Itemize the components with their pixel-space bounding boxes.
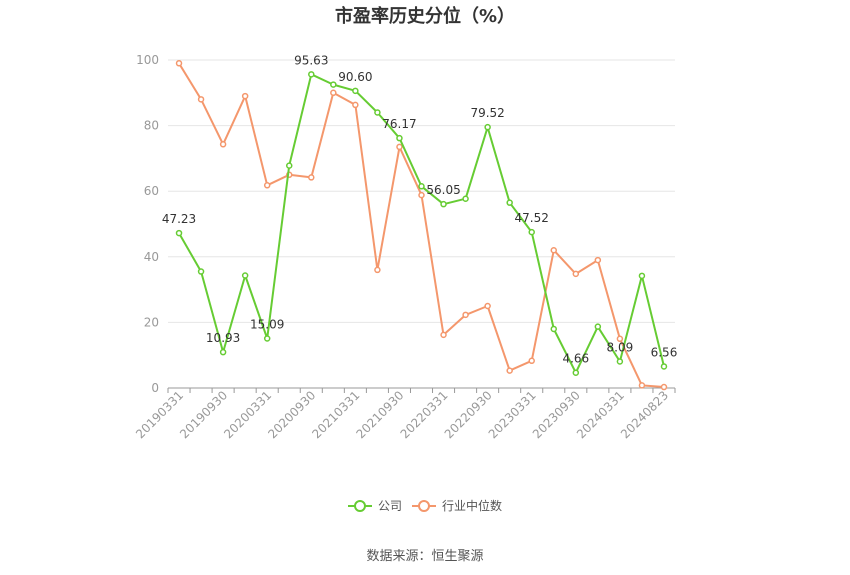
data-point (285, 162, 293, 169)
y-tick-label: 20 (144, 315, 159, 329)
data-point (484, 302, 491, 310)
data-point (418, 183, 425, 190)
data-point (660, 383, 668, 391)
data-point (550, 325, 558, 333)
data-point (175, 60, 183, 67)
data-point (462, 311, 469, 319)
data-point (263, 335, 271, 342)
data-point (396, 143, 403, 151)
data-label: 90.60 (338, 70, 372, 84)
data-point (308, 71, 315, 78)
data-point (594, 256, 602, 264)
data-point (396, 134, 403, 142)
y-tick-label: 100 (136, 53, 159, 67)
data-point (308, 174, 315, 181)
data-point (594, 323, 602, 330)
data-point (175, 229, 183, 237)
data-point (484, 123, 491, 131)
data-point (572, 270, 580, 278)
data-point (462, 195, 469, 202)
data-point (352, 101, 359, 109)
data-point (638, 382, 646, 389)
data-point (197, 96, 205, 103)
data-point (352, 87, 359, 95)
data-point (330, 89, 337, 97)
data-label: 47.23 (162, 212, 196, 226)
data-label: 8.09 (607, 340, 634, 354)
data-source-note: 数据来源：恒生聚源 (366, 549, 484, 564)
data-point (374, 109, 381, 116)
x-tick-label: 20240823 (618, 388, 671, 441)
data-point (219, 141, 227, 148)
data-point (219, 348, 227, 356)
data-point (638, 272, 646, 280)
data-point (241, 272, 249, 279)
data-point (616, 335, 624, 343)
data-point (572, 369, 580, 376)
data-label: 10.93 (206, 331, 240, 345)
data-label: 56.05 (426, 183, 460, 197)
legend-swatch-marker (418, 500, 430, 512)
y-tick-label: 60 (144, 184, 159, 198)
y-tick-label: 80 (144, 119, 159, 133)
chart-title: 市盈率历史分位（%） (334, 6, 516, 27)
data-point (528, 228, 535, 236)
legend-label: 行业中位数 (442, 498, 502, 513)
data-point (263, 182, 271, 189)
data-label: 47.52 (515, 211, 549, 225)
data-point (660, 363, 668, 370)
data-label: 95.63 (294, 53, 328, 67)
data-point (528, 357, 535, 365)
data-label: 4.66 (562, 352, 589, 366)
data-label: 76.17 (382, 117, 416, 131)
data-point (418, 191, 425, 199)
data-point (241, 92, 249, 100)
y-tick-label: 40 (144, 250, 159, 264)
data-point (330, 81, 337, 88)
legend-swatch-marker (354, 500, 366, 512)
data-point (440, 200, 447, 208)
legend-item: 公司 (348, 499, 402, 513)
data-point (374, 266, 381, 274)
legend-label: 公司 (378, 499, 402, 513)
data-point (197, 268, 205, 275)
data-label: 6.56 (651, 345, 678, 359)
data-point (616, 358, 624, 365)
data-point (550, 246, 558, 254)
data-point (440, 331, 447, 339)
data-label: 15.09 (250, 318, 284, 332)
data-point (506, 367, 513, 374)
data-label: 79.52 (470, 106, 504, 120)
y-tick-label: 0 (151, 381, 159, 395)
data-point (506, 199, 513, 206)
legend-item: 行业中位数 (412, 498, 502, 513)
